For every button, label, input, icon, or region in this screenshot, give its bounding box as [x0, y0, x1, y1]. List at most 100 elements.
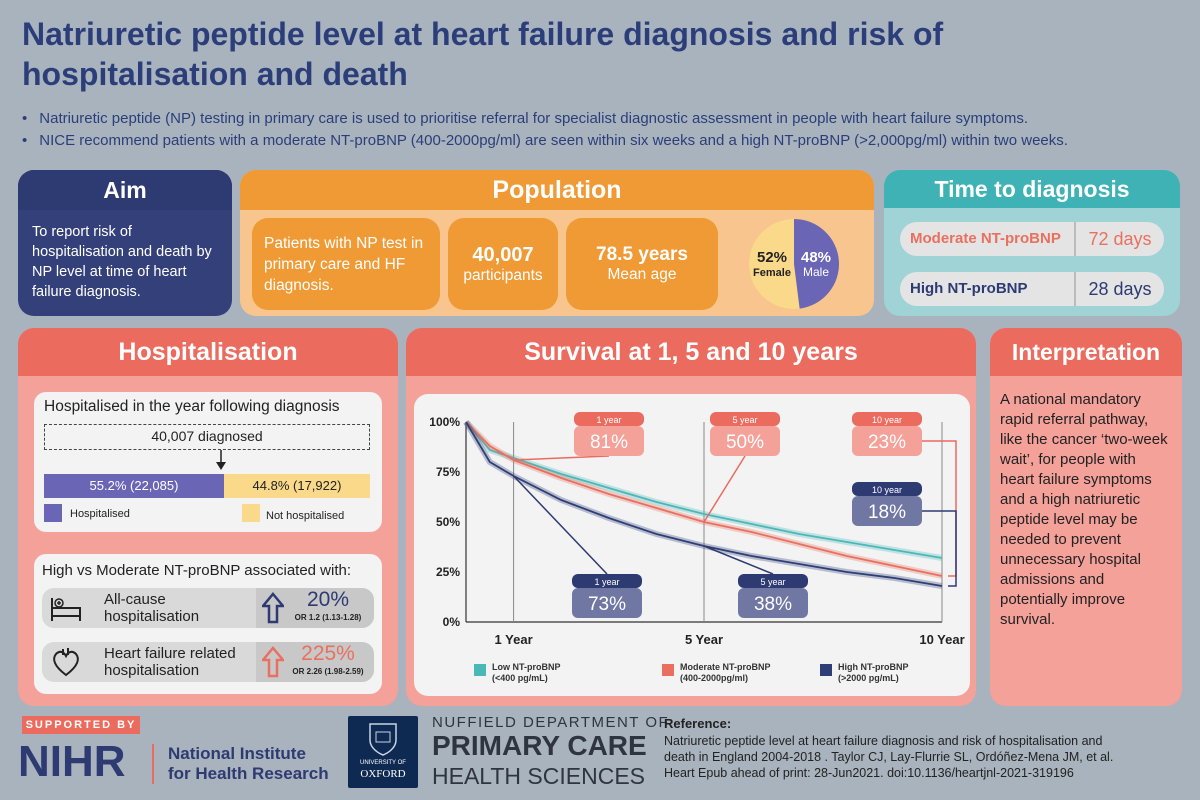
high-callout-period: 1 year: [594, 577, 619, 587]
nihr-name-2: for Health Research: [168, 764, 329, 783]
page-title: Natriuretic peptide level at heart failu…: [22, 16, 944, 92]
reference-text: Natriuretic peptide level at heart failu…: [664, 733, 1113, 781]
assoc-allcause-pct: 20%: [306, 588, 350, 611]
y-tick-label: 50%: [436, 515, 460, 529]
legend-low-swatch: [474, 664, 486, 676]
mod-callout-period: 5 year: [732, 415, 757, 425]
age-box: 78.5 years Mean age: [566, 218, 718, 310]
interp-text: A national mandatory rapid referral path…: [1000, 391, 1168, 628]
arrow-up-icon: [262, 646, 284, 678]
y-tick-label: 25%: [436, 565, 460, 579]
time-row-high-value: 28 days: [1074, 272, 1164, 306]
legend-high: High NT-proBNP (>2000 pg/mL): [838, 662, 909, 684]
aim-heading: Aim: [18, 170, 232, 210]
survival-chart-box: 100% 75% 50% 25% 0% 1 Year 5 Year 10 Year 1 year…: [414, 394, 970, 696]
time-row-high-label: High NT-proBNP: [900, 272, 1074, 306]
sex-pie-chart: 52% Female 48% Male: [749, 219, 840, 309]
hospital-bed-icon: [51, 598, 81, 621]
age-label: Mean age: [607, 266, 677, 283]
assoc-allcause-stat: 20% OR 1.2 (1.13-1.28): [256, 588, 374, 628]
mod-callout-head: [574, 412, 644, 426]
legend-not-label: Not hospitalised: [266, 510, 345, 522]
male-label: Male: [803, 265, 829, 279]
nihr-name: National Institute for Health Research: [168, 744, 329, 784]
population-desc-text: Patients with NP test in primary care an…: [264, 234, 424, 294]
survival-chart: 100% 75% 50% 25% 0% 1 Year 5 Year 10 Year 1 year…: [429, 412, 965, 647]
high-callout-period: 10 year: [872, 485, 902, 495]
assoc-hf-or: OR 2.26 (1.98-2.59): [292, 667, 364, 676]
ref-line-3: Heart Epub ahead of print: 28-Jun2021. d…: [664, 766, 1074, 780]
dept-line-1: NUFFIELD DEPARTMENT OF: [432, 714, 670, 731]
population-heading: Population: [240, 170, 874, 210]
participants-box: 40,007 participants: [448, 218, 558, 310]
high-callout-head: [852, 482, 922, 496]
high-callout-head: [738, 574, 808, 588]
survival-heading: Survival at 1, 5 and 10 years: [406, 328, 976, 376]
high-callout-value: 73%: [588, 594, 626, 615]
legend-hosp-label: Hospitalised: [70, 508, 130, 520]
assoc-row-hf: Heart failure related hospitalisation 22…: [42, 642, 374, 682]
legend-moderate-swatch: [662, 664, 674, 676]
time-row-high: High NT-proBNP 28 days: [900, 272, 1164, 306]
legend-low-name: Low NT-proBNP: [492, 662, 561, 672]
x-tick-label: 10 Year: [919, 632, 964, 647]
participants-label: participants: [463, 266, 543, 284]
time-row-moderate-value: 72 days: [1074, 222, 1164, 256]
survival-card: Survival at 1, 5 and 10 years 100% 75% 50%…: [406, 328, 976, 706]
mod-callout-period: 1 year: [596, 415, 621, 425]
male-pct: 48%: [801, 249, 831, 266]
y-tick-label: 100%: [429, 415, 460, 429]
y-tick-label: 0%: [443, 615, 461, 629]
assoc-title: High vs Moderate NT-proBNP associated wi…: [42, 562, 352, 579]
mod-callout-body: [710, 426, 780, 456]
bullet-1: Natriuretic peptide (NP) testing in prim…: [22, 110, 1028, 127]
diagnosed-box: 40,007 diagnosed: [44, 424, 370, 450]
hosp-year-title: Hospitalised in the year following diagn…: [44, 398, 340, 415]
pie-male-slice: [794, 219, 840, 309]
mod-callout-value: 23%: [868, 432, 906, 453]
population-desc: Patients with NP test in primary care an…: [252, 218, 440, 310]
nihr-name-1: National Institute: [168, 744, 306, 763]
female-pct: 52%: [757, 249, 787, 266]
mod-callout-line: [703, 455, 746, 523]
ref-line-1: Natriuretic peptide level at heart failu…: [664, 734, 1103, 748]
oxford-logo: UNIVERSITY OF OXFORD: [348, 716, 418, 788]
not-hospitalised-bar: 44.8% (17,922): [224, 474, 370, 498]
hosp-year-box: Hospitalised in the year following diagn…: [34, 392, 382, 532]
mod-callout-head: [710, 412, 780, 426]
mod-callout-line: [922, 440, 957, 577]
hosp-heading: Hospitalisation: [18, 328, 398, 376]
mod-callout-line: [513, 455, 610, 461]
mod-callout-period: 10 year: [872, 415, 902, 425]
uni-line-2: OXFORD: [360, 768, 406, 780]
time-card: Time to diagnosis Moderate NT-proBNP 72 …: [884, 170, 1180, 316]
assoc-hf-stat: 225% OR 2.26 (1.98-2.59): [256, 642, 374, 682]
assoc-allcause-label: All-cause hospitalisation: [104, 591, 200, 625]
series-line-1: [465, 421, 943, 577]
high-callout-period: 5 year: [760, 577, 785, 587]
arrow-up-icon: [262, 592, 284, 624]
supported-by: SUPPORTED BY: [22, 716, 140, 734]
dept-line-3: HEALTH SCIENCES: [432, 763, 646, 789]
legend-not-swatch: [242, 504, 260, 522]
time-row-moderate: Moderate NT-proBNP 72 days: [900, 222, 1164, 256]
high-callout-body: [852, 496, 922, 526]
high-callout-body: [572, 588, 642, 618]
high-callout-value: 18%: [868, 502, 906, 523]
ref-heading: Reference:: [664, 716, 732, 731]
bullet-2: NICE recommend patients with a moderate …: [22, 132, 1068, 149]
legend-high-range: (>2000 pg/mL): [838, 673, 899, 683]
y-tick-label: 75%: [436, 465, 460, 479]
high-callout-line: [513, 475, 608, 575]
mod-callout-body: [852, 426, 922, 456]
heart-icon: [53, 648, 79, 677]
high-callout-line: [703, 545, 774, 575]
legend-high-name: High NT-proBNP: [838, 662, 909, 672]
female-label: Female: [753, 267, 791, 279]
assoc-hf-pct: 225%: [301, 642, 355, 665]
oxford-crest-icon: [369, 723, 397, 756]
interp-heading: Interpretation: [990, 328, 1182, 376]
legend-high-swatch: [820, 664, 832, 676]
population-card: Population Patients with NP test in prim…: [240, 170, 874, 316]
high-callout-line: [922, 510, 957, 587]
